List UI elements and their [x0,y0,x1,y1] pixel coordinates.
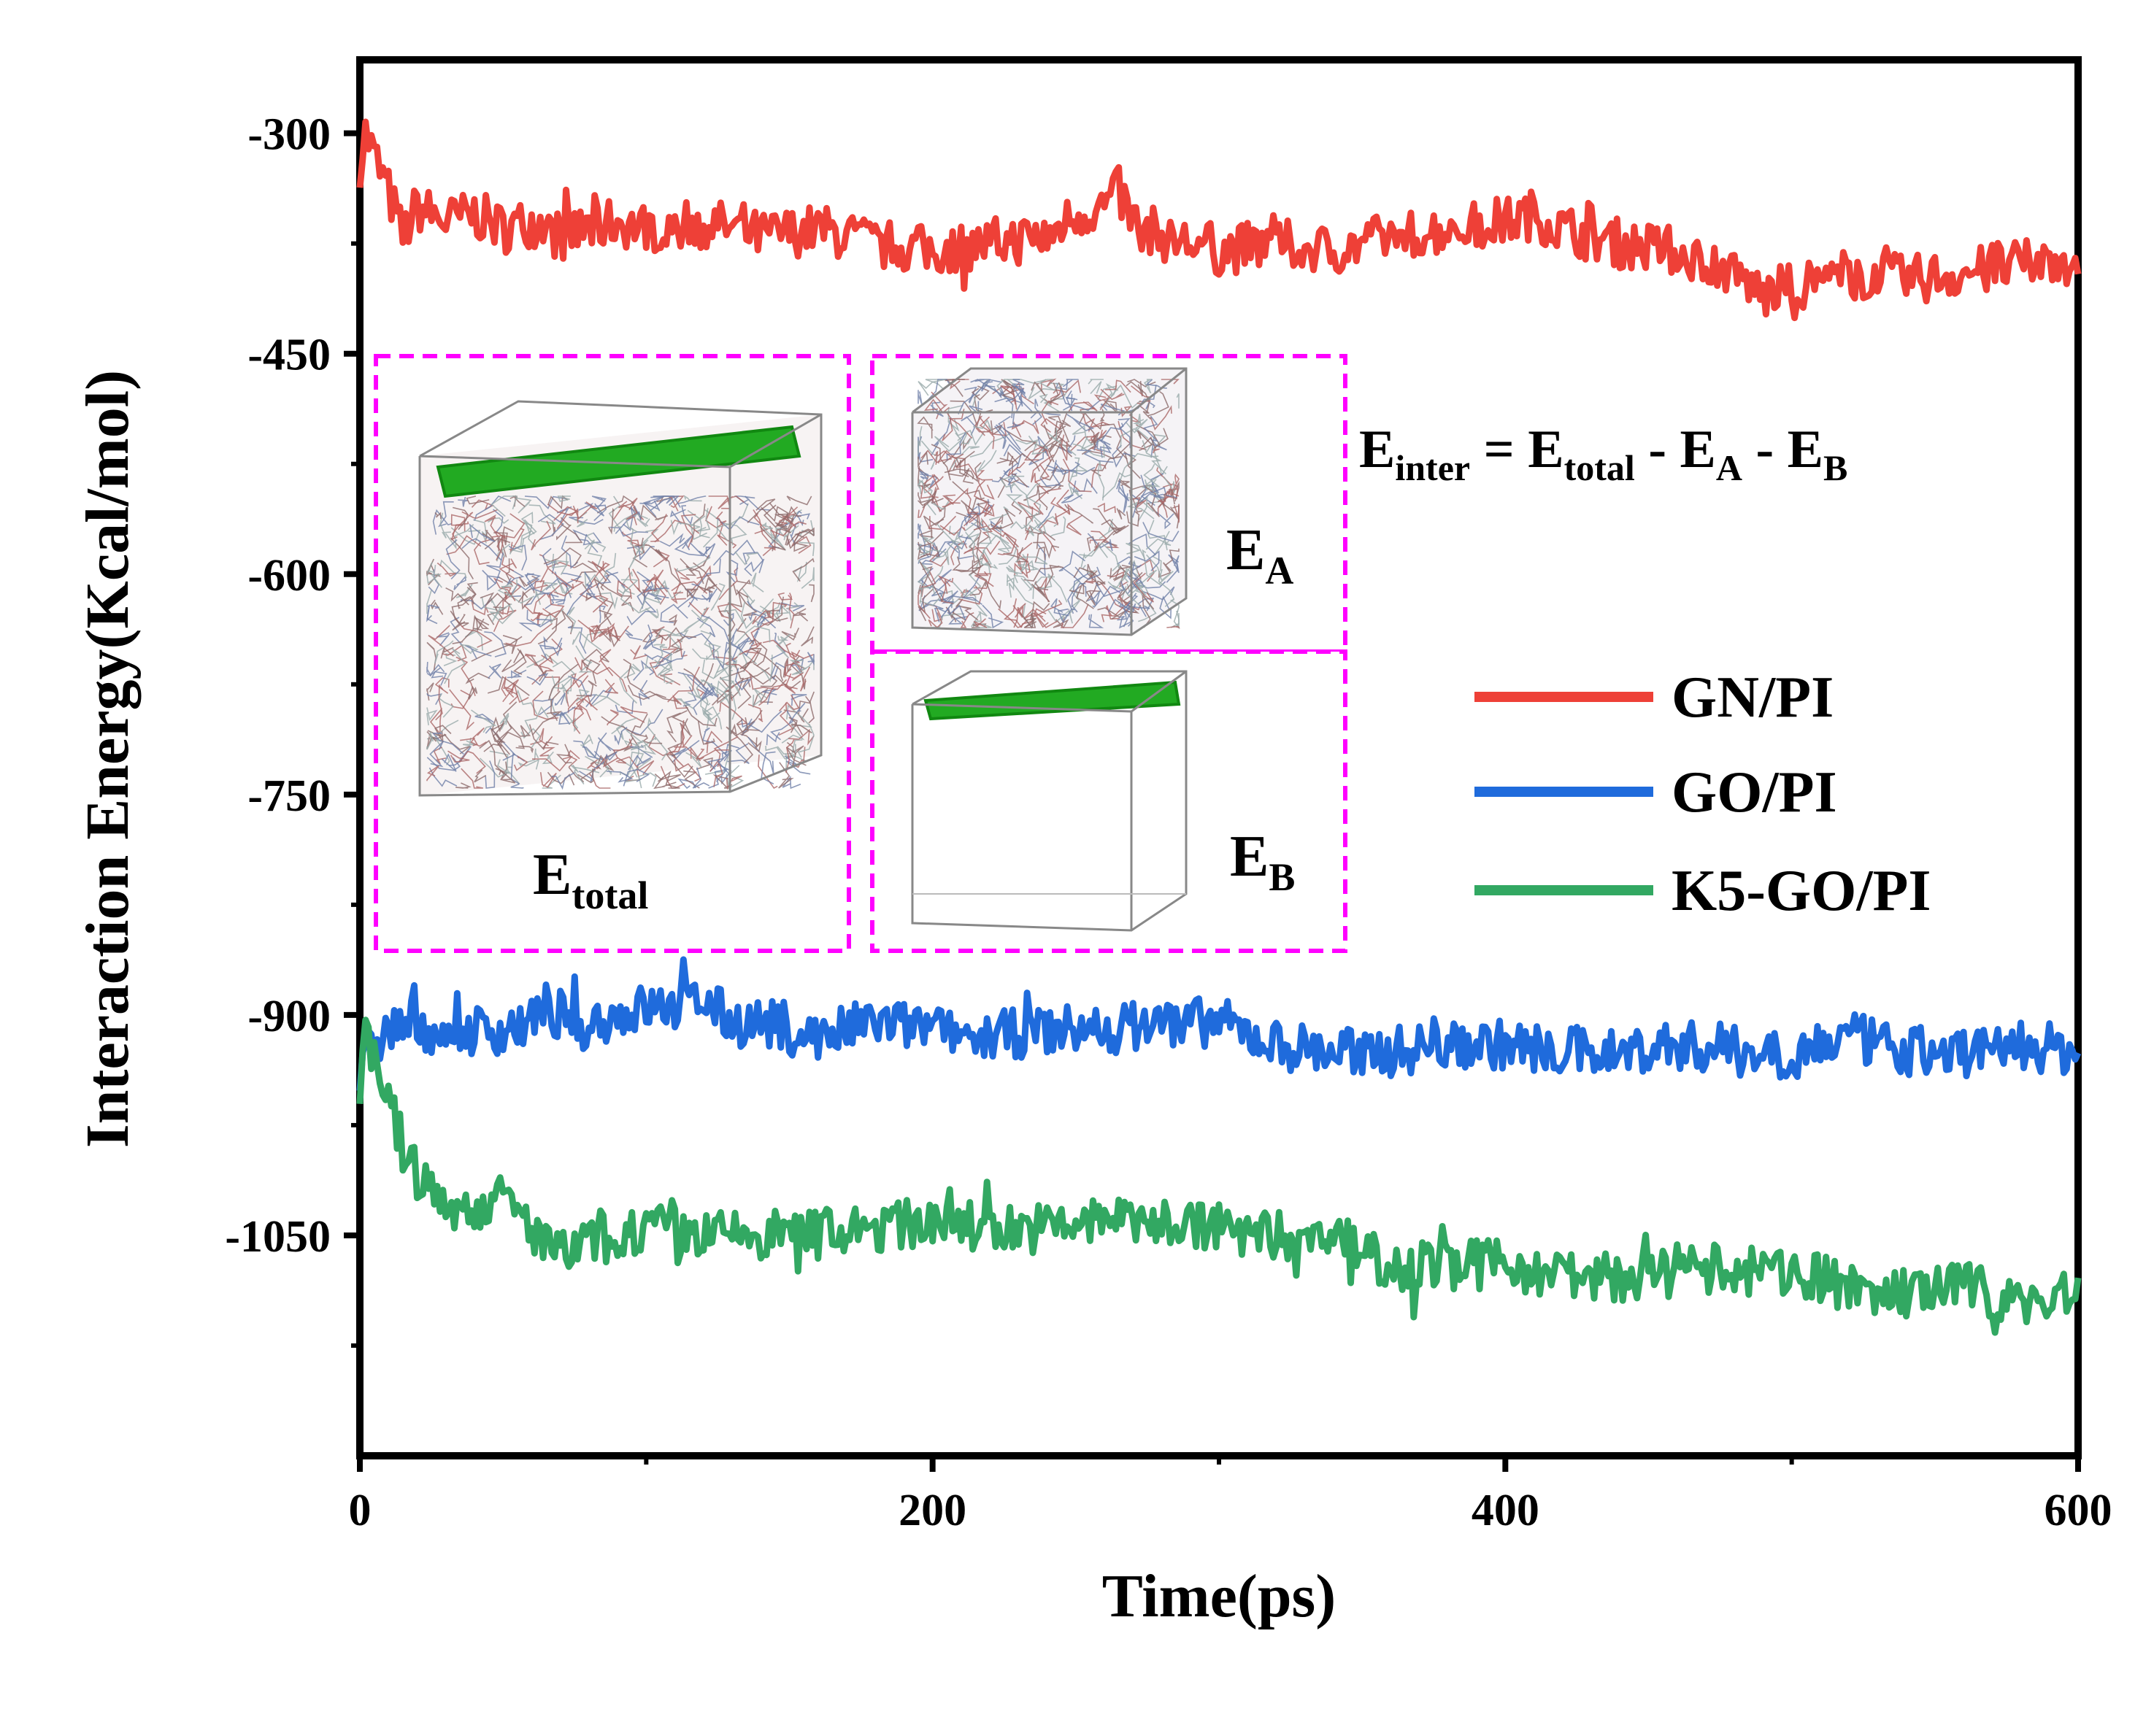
axis-layer: -300 -450 -600 -750 -900 -1050 0 200 400 600 [225,110,2112,1535]
inset-eb: EB [870,649,1347,953]
legend-label-k5-go-pi: K5-GO/PI [1672,859,1931,923]
simulation-box-a [911,367,1188,636]
y-tick-label: -900 [247,992,331,1041]
y-tick-label: -750 [247,771,331,821]
label-eb: EB [1230,825,1295,899]
inset-etotal: Etotal [374,354,851,953]
simulation-box-total [418,400,823,797]
y-tick-label: -600 [247,551,331,601]
x-tick-label: 200 [899,1486,966,1535]
series-line-go-pi [356,956,2082,1092]
legend-label-gn-pi: GN/PI [1672,666,1834,730]
series-layer [356,118,2082,1336]
y-tick-label: -1050 [225,1212,331,1262]
graphene-sheet-total [436,425,801,498]
x-axis-title: Time(ps) [1102,1562,1336,1630]
legend-label-go-pi: GO/PI [1672,760,1837,825]
label-etotal: Etotal [533,843,648,917]
x-tick-label: 0 [349,1486,372,1535]
interaction-energy-equation: Einter = Etotal - EA - EB [1359,420,1847,488]
y-tick-label: -300 [247,110,331,160]
x-tick-label: 400 [1472,1486,1539,1535]
graphene-sheet-b [923,680,1181,721]
y-tick-label: -450 [247,331,331,380]
y-axis-title: Interaction Energy(Kcal/mol) [74,370,142,1148]
inset-ea: EA [870,354,1347,654]
series-line-gn-pi [356,118,2082,322]
simulation-box-b [911,670,1188,932]
label-ea: EA [1226,518,1293,593]
series-line-k5-go-pi [356,1016,2082,1336]
legend: GN/PI GO/PI K5-GO/PI [1474,666,1931,923]
x-tick-label: 600 [2045,1486,2112,1535]
